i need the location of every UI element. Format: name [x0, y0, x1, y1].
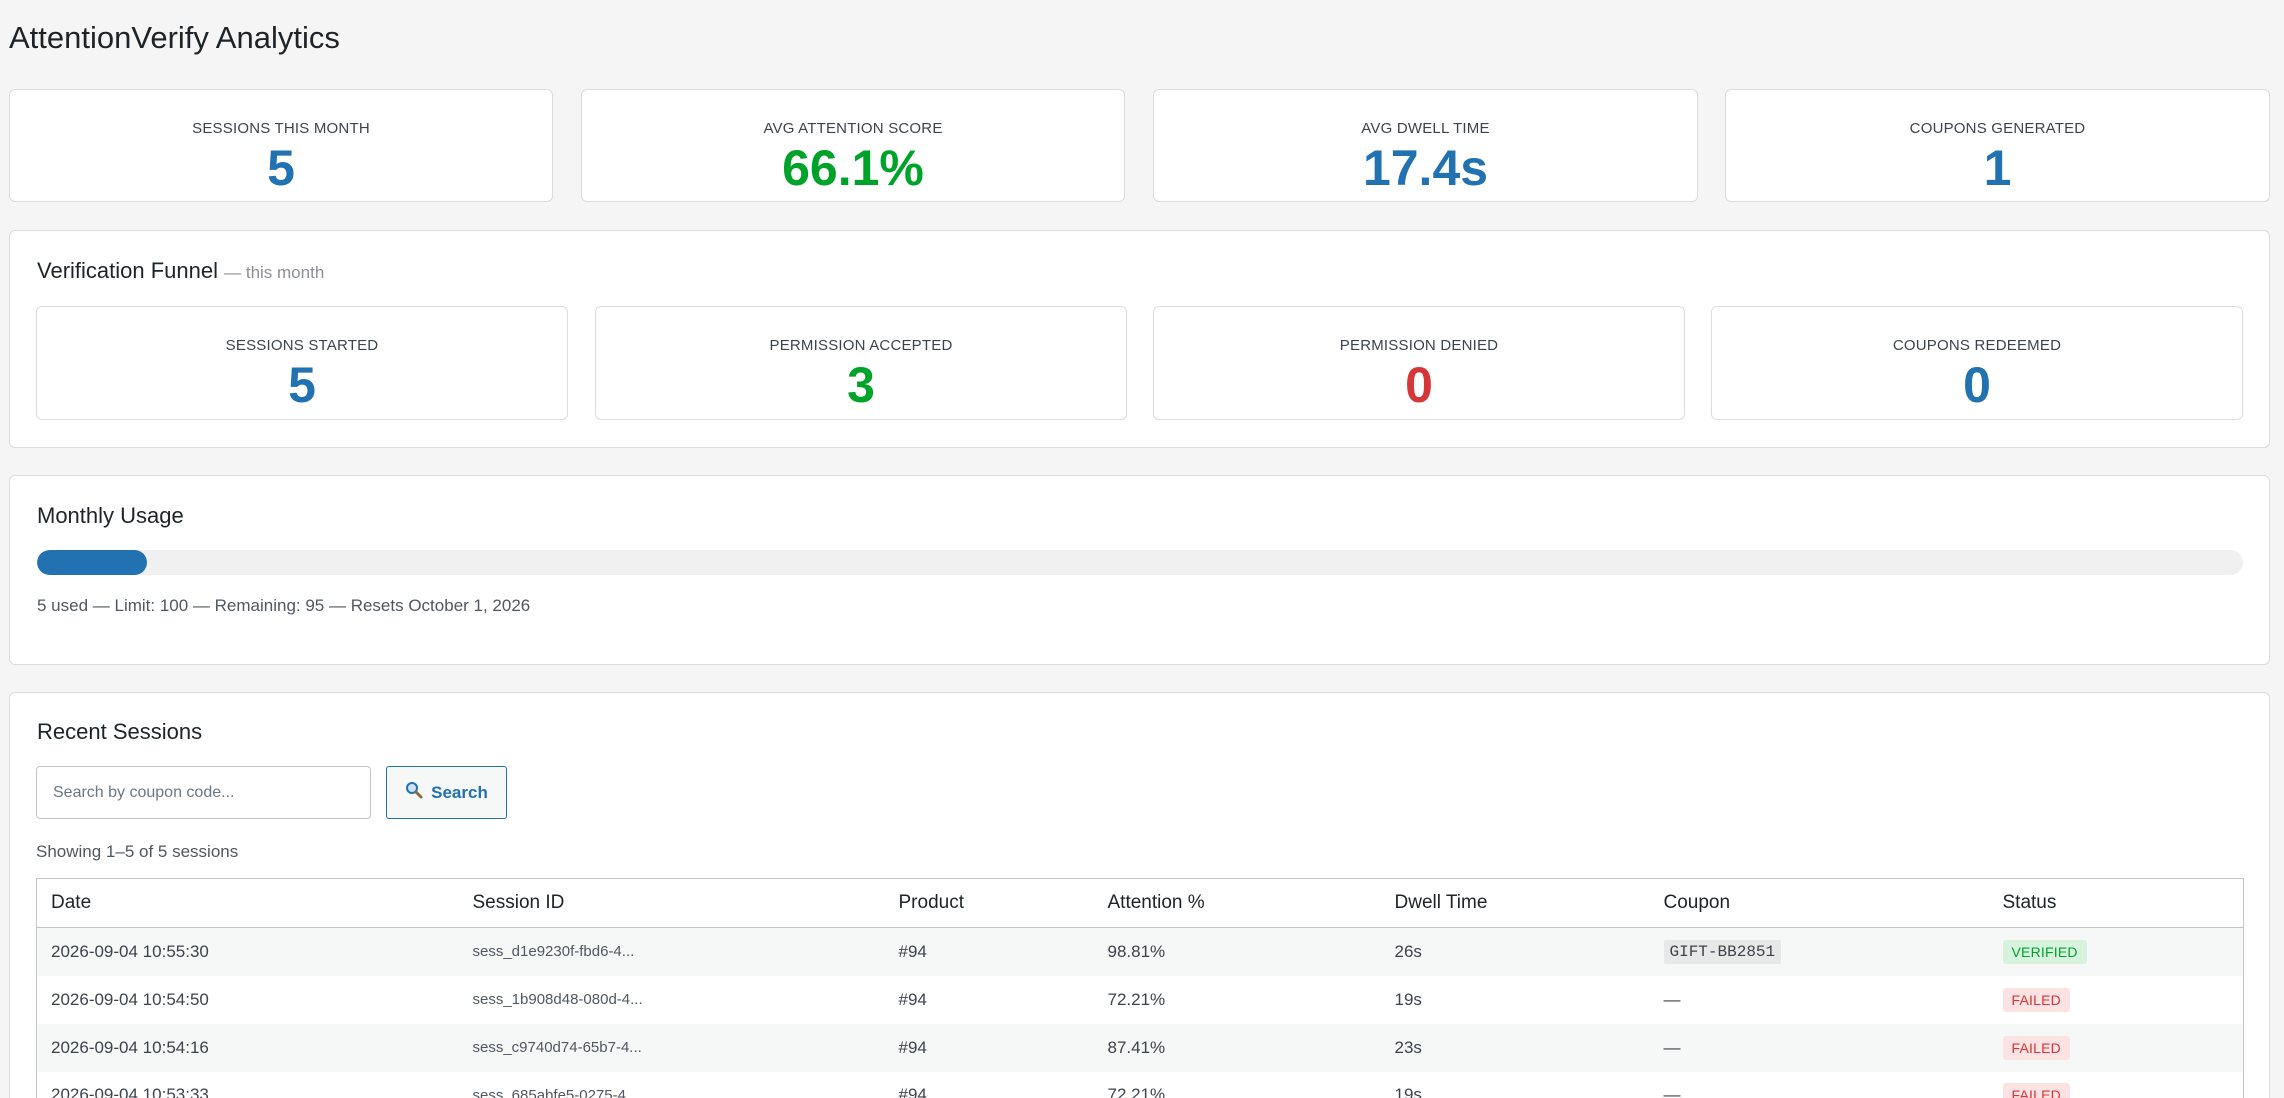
col-attention: Attention % [1093, 878, 1381, 928]
cell-status: FAILED [1989, 976, 2244, 1024]
showing-count: Showing 1–5 of 5 sessions [36, 842, 239, 861]
stat-label: COUPONS GENERATED [1909, 120, 2086, 137]
col-product: Product [884, 878, 1094, 928]
cell-session-id: sess_c9740d74-65b7-4... [458, 1023, 885, 1072]
cell-session-id: sess_1b908d48-080d-4... [472, 991, 643, 1008]
cell-date: 2026-09-04 10:55:30 [36, 927, 459, 976]
table-row: 2026-09-04 10:54:16 sess_c9740d74-65b7-4… [36, 1023, 2244, 1072]
cell-dwell: 26s [1380, 927, 1650, 976]
usage-progress-fill [37, 550, 148, 575]
funnel-card-started: SESSIONS STARTED 5 [36, 306, 568, 420]
funnel-section: Verification Funnel — this month SESSION… [9, 230, 2270, 448]
cell-date: 2026-09-04 10:54:50 [51, 989, 209, 1009]
stat-label: AVG ATTENTION SCORE [763, 120, 943, 137]
sessions-title: Recent Sessions [37, 719, 203, 744]
cell-attention: 98.81% [1093, 927, 1381, 976]
cell-date: 2026-09-04 10:54:16 [36, 1023, 459, 1072]
stat-value: 1 [1983, 140, 2012, 196]
stat-value: 66.1% [782, 140, 924, 196]
cell-status: FAILED [1989, 1072, 2244, 1098]
cell-dwell: 23s [1380, 1023, 1650, 1072]
status-badge: VERIFIED [2002, 939, 2087, 964]
cell-coupon: GIFT-BB2851 [1649, 927, 1989, 976]
cell-coupon: — [1649, 1023, 1989, 1072]
cell-product: #94 [884, 927, 1094, 976]
cell-date: 2026-09-04 10:53:33 [51, 1085, 209, 1098]
table-row: 2026-09-04 10:55:30 sess_d1e9230f-fbd6-4… [36, 927, 2244, 976]
usage-section: Monthly Usage 5 used — Limit: 100 — Rema… [9, 475, 2270, 665]
stat-label: SESSIONS THIS MONTH [192, 120, 370, 137]
status-badge: FAILED [2002, 1035, 2070, 1060]
search-button-label: Search [431, 782, 488, 802]
coupon-search-input[interactable] [36, 766, 371, 819]
stat-label: COUPONS REDEEMED [1892, 337, 2062, 354]
sessions-table: Date Session ID Product Attention % Dwel… [36, 878, 2244, 1098]
stat-label: PERMISSION ACCEPTED [769, 337, 953, 354]
col-date: Date [36, 878, 459, 928]
usage-progress-bar [37, 550, 2243, 575]
stat-label: AVG DWELL TIME [1361, 120, 1490, 137]
col-coupon: Coupon [1649, 878, 1989, 928]
cell-dwell: 19s [1394, 989, 1422, 1009]
cell-coupon: — [1650, 976, 1989, 1024]
cell-status: VERIFIED [1988, 927, 2244, 976]
cell-session-id: sess_d1e9230f-fbd6-4... [458, 927, 885, 976]
cell-product: #94 [898, 1085, 927, 1098]
table-row: 2026-09-04 10:53:33 sess_685abfe5-0275-4… [37, 1072, 2244, 1098]
status-badge: FAILED [2002, 1083, 2070, 1098]
funnel-title: Verification Funnel — this month [37, 258, 324, 284]
cell-status: FAILED [1988, 1023, 2244, 1072]
stat-value: 3 [847, 357, 875, 413]
funnel-card-redeemed: COUPONS REDEEMED 0 [1711, 306, 2243, 420]
coupon-code: GIFT-BB2851 [1663, 939, 1782, 964]
stat-card-coupons: COUPONS GENERATED 1 [1725, 89, 2270, 202]
cell-dwell: 19s [1394, 1085, 1422, 1098]
usage-text: 5 used — Limit: 100 — Remaining: 95 — Re… [37, 596, 531, 615]
stat-value: 5 [288, 357, 316, 413]
cell-product: #94 [898, 989, 927, 1009]
col-dwell: Dwell Time [1380, 878, 1650, 928]
col-session-id: Session ID [458, 878, 885, 928]
status-badge: FAILED [2002, 987, 2070, 1012]
stat-value: 5 [267, 140, 295, 196]
page-title: AttentionVerify Analytics [9, 20, 340, 55]
coupon-empty: — [1663, 989, 1681, 1009]
stat-value: 17.4s [1362, 140, 1489, 196]
stat-label: SESSIONS STARTED [225, 337, 379, 354]
stat-card-sessions: SESSIONS THIS MONTH 5 [9, 89, 553, 202]
magnifier-icon [405, 781, 423, 804]
stat-value: 0 [1963, 357, 1991, 413]
funnel-subtitle: — this month [224, 263, 325, 282]
funnel-card-denied: PERMISSION DENIED 0 [1153, 306, 1685, 420]
funnel-title-text: Verification Funnel [37, 258, 218, 283]
col-status: Status [1988, 878, 2244, 928]
cell-session-id: sess_685abfe5-0275-4... [472, 1086, 639, 1098]
stat-card-dwell: AVG DWELL TIME 17.4s [1153, 89, 1698, 202]
stat-card-attention: AVG ATTENTION SCORE 66.1% [581, 89, 1125, 202]
cell-attention: 72.21% [1107, 1085, 1166, 1098]
table-row: 2026-09-04 10:54:50 sess_1b908d48-080d-4… [37, 976, 2244, 1024]
coupon-empty: — [1663, 1037, 1681, 1057]
funnel-card-accepted: PERMISSION ACCEPTED 3 [595, 306, 1127, 420]
cell-product: #94 [884, 1023, 1094, 1072]
table-header-row: Date Session ID Product Attention % Dwel… [36, 878, 2244, 928]
coupon-empty: — [1663, 1085, 1681, 1098]
cell-coupon: — [1650, 1072, 1989, 1098]
search-button[interactable]: Search [386, 766, 507, 819]
cell-attention: 87.41% [1093, 1023, 1381, 1072]
stat-value: 0 [1405, 357, 1433, 413]
cell-attention: 72.21% [1107, 989, 1166, 1009]
stat-label: PERMISSION DENIED [1339, 337, 1499, 354]
usage-title: Monthly Usage [37, 503, 184, 528]
